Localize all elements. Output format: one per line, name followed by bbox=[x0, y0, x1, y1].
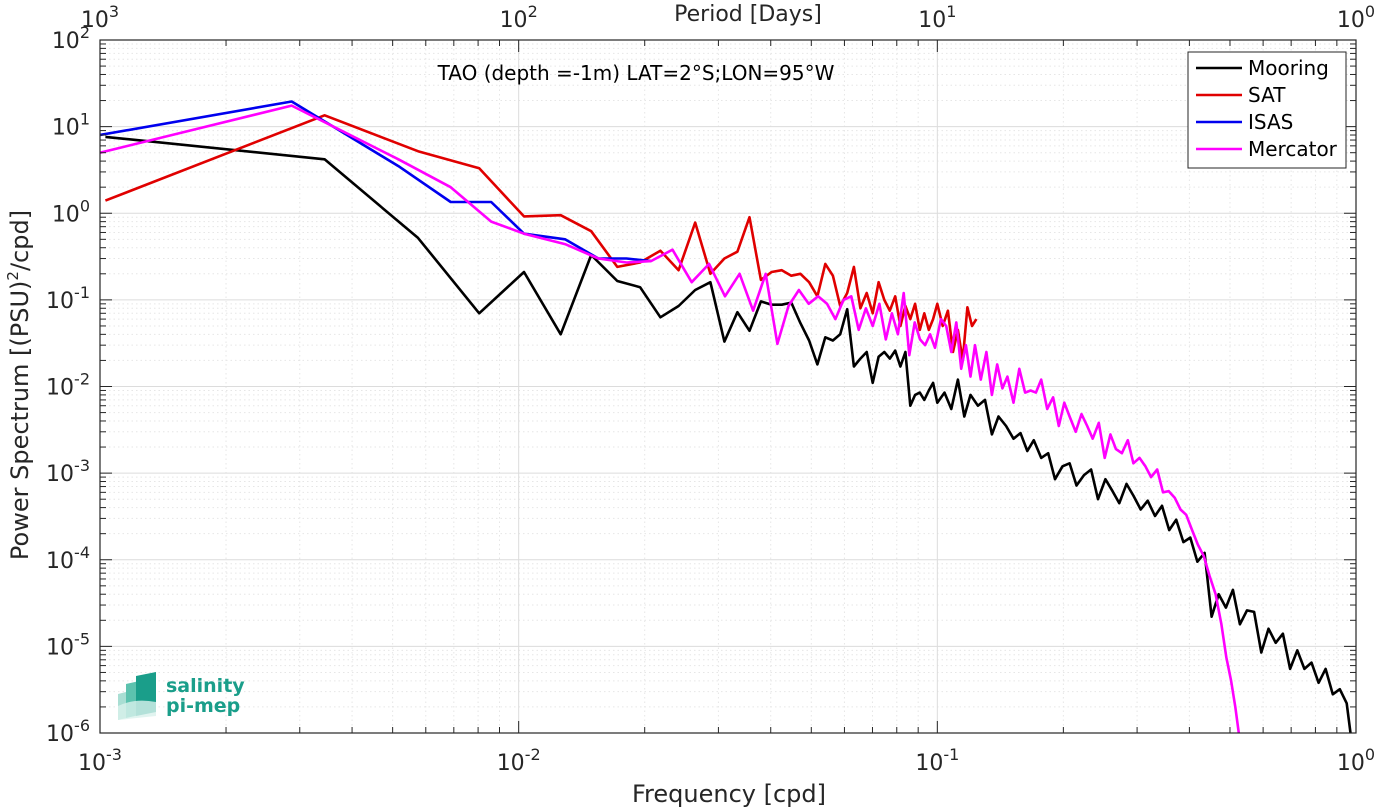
y-tick-label: 10-6 bbox=[46, 716, 90, 747]
top-tick-labels: 103 102 101 100 bbox=[81, 2, 1375, 33]
top-axis-title: Period [Days] bbox=[674, 2, 822, 27]
y-tick-label-base: 10 bbox=[52, 29, 80, 54]
y-tick-label: 10-1 bbox=[46, 283, 90, 314]
legend-label-mercator: Mercator bbox=[1248, 137, 1338, 161]
x-tick-label-base: 10 bbox=[78, 751, 106, 776]
logo-line1: salinity bbox=[166, 675, 245, 697]
series-line-mercator bbox=[100, 104, 1241, 733]
y-tick-label-base: 10 bbox=[46, 635, 74, 660]
x-tick-label-exp: -1 bbox=[943, 745, 959, 764]
y-axis-title-sup: 2 bbox=[4, 271, 22, 281]
y-tick-label-exp: -3 bbox=[74, 456, 90, 475]
y-tick-label-base: 10 bbox=[46, 376, 74, 401]
y-tick-label: 100 bbox=[52, 196, 90, 227]
y-tick-label: 101 bbox=[52, 110, 90, 141]
logo-mark-icon bbox=[118, 672, 156, 720]
y-tick-label-exp: -1 bbox=[74, 283, 90, 302]
x-tick-label: 10-2 bbox=[497, 745, 541, 776]
top-tick-label: 102 bbox=[500, 2, 538, 33]
x-tick-label-exp: -2 bbox=[525, 745, 541, 764]
y-axis-title-tail: /cpd] bbox=[6, 210, 34, 271]
x-axis-title: Frequency [cpd] bbox=[632, 780, 826, 808]
top-tick-label-base: 10 bbox=[918, 8, 946, 33]
y-axis-title-main: Power Spectrum [(PSU) bbox=[6, 281, 34, 560]
top-tick-label-exp: 1 bbox=[946, 2, 956, 21]
tick-marks bbox=[99, 39, 1357, 734]
x-tick-label-base: 10 bbox=[497, 751, 525, 776]
y-tick-label-exp: 2 bbox=[80, 23, 90, 42]
top-tick-label-exp: 0 bbox=[1365, 2, 1375, 21]
salinity-pi-mep-logo: salinity pi-mep bbox=[118, 672, 245, 720]
y-tick-label: 10-2 bbox=[46, 370, 90, 401]
y-tick-label-exp: 1 bbox=[80, 110, 90, 129]
y-tick-label: 10-5 bbox=[46, 629, 90, 660]
y-tick-label-exp: -6 bbox=[74, 716, 90, 735]
x-tick-label-base: 10 bbox=[1337, 751, 1365, 776]
y-tick-label-exp: 0 bbox=[80, 196, 90, 215]
y-axis-title: Power Spectrum [(PSU)2/cpd] bbox=[4, 210, 34, 560]
legend: Mooring SAT ISAS Mercator bbox=[1187, 51, 1347, 169]
x-tick-label-base: 10 bbox=[915, 751, 943, 776]
y-tick-label-exp: -2 bbox=[74, 370, 90, 389]
y-tick-label-base: 10 bbox=[46, 722, 74, 747]
y-tick-label: 10-3 bbox=[46, 456, 90, 487]
top-tick-label: 101 bbox=[918, 2, 956, 33]
x-tick-label: 100 bbox=[1337, 745, 1375, 776]
y-tick-label-base: 10 bbox=[52, 116, 80, 141]
top-tick-label-base: 10 bbox=[81, 8, 109, 33]
y-tick-label-exp: -5 bbox=[74, 629, 90, 648]
y-tick-label-base: 10 bbox=[52, 202, 80, 227]
x-tick-labels: 10-3 10-2 10-1 100 bbox=[78, 745, 1375, 776]
series-layer bbox=[100, 100, 1352, 733]
top-tick-label-exp: 3 bbox=[109, 2, 119, 21]
x-tick-label-exp: -3 bbox=[106, 745, 122, 764]
top-tick-label: 100 bbox=[1337, 2, 1375, 33]
x-tick-label: 10-1 bbox=[915, 745, 959, 776]
y-tick-label-base: 10 bbox=[46, 289, 74, 314]
legend-label-sat: SAT bbox=[1248, 83, 1286, 107]
legend-label-mooring: Mooring bbox=[1248, 56, 1329, 80]
legend-label-isas: ISAS bbox=[1248, 110, 1293, 134]
y-tick-label-exp: -4 bbox=[74, 543, 90, 562]
top-tick-label: 103 bbox=[81, 2, 119, 33]
logo-line2: pi-mep bbox=[166, 695, 240, 717]
chart-annotation: TAO (depth =-1m) LAT=2°S;LON=95°W bbox=[437, 61, 835, 85]
y-tick-label: 10-4 bbox=[46, 543, 90, 574]
x-tick-label-exp: 0 bbox=[1365, 745, 1375, 764]
x-tick-label: 10-3 bbox=[78, 745, 122, 776]
y-tick-label-base: 10 bbox=[46, 462, 74, 487]
y-tick-label-base: 10 bbox=[46, 549, 74, 574]
top-tick-label-base: 10 bbox=[500, 8, 528, 33]
top-tick-label-base: 10 bbox=[1337, 8, 1365, 33]
top-tick-label-exp: 2 bbox=[528, 2, 538, 21]
y-tick-label: 102 bbox=[52, 23, 90, 54]
